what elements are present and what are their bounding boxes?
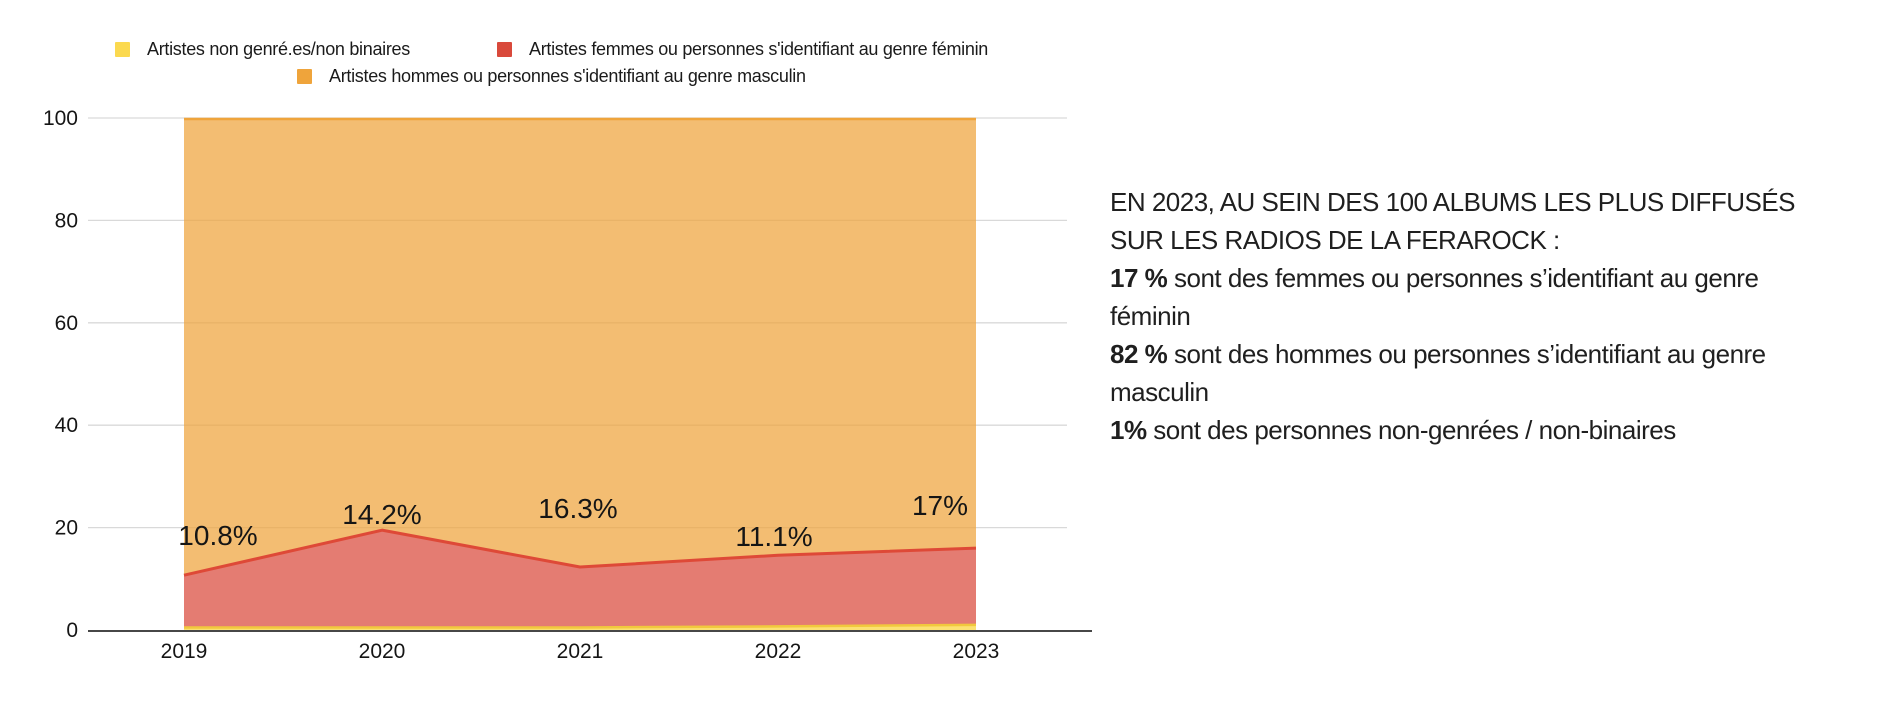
series-area-femmes	[184, 530, 976, 628]
annotation-line: masculin	[1110, 373, 1900, 411]
annotation-bold-value: 17 %	[1110, 263, 1168, 293]
y-axis-tick-label: 80	[55, 209, 78, 232]
annotation-panel: EN 2023, AU SEIN DES 100 ALBUMS LES PLUS…	[1110, 183, 1900, 449]
y-axis-tick-label: 60	[55, 312, 78, 335]
annotation-line: 1% sont des personnes non-genrées / non-…	[1110, 411, 1900, 449]
data-label: 10.8%	[178, 520, 257, 551]
annotation-text: sont des hommes ou personnes s’identifia…	[1167, 339, 1766, 369]
legend-label: Artistes non genré.es/non binaires	[147, 38, 410, 59]
data-label: 11.1%	[735, 521, 812, 552]
y-axis-tick-label: 40	[55, 414, 78, 437]
annotation-text: masculin	[1110, 377, 1209, 407]
annotation-line: EN 2023, AU SEIN DES 100 ALBUMS LES PLUS…	[1110, 183, 1900, 221]
x-axis-year-label: 2022	[755, 640, 802, 663]
x-axis-year-label: 2023	[953, 640, 1000, 663]
annotation-text: SUR LES RADIOS DE LA FERAROCK :	[1110, 225, 1560, 255]
data-label: 14.2%	[342, 499, 421, 530]
x-axis-year-label: 2019	[161, 640, 208, 663]
annotation-line: 17 % sont des femmes ou personnes s’iden…	[1110, 259, 1900, 297]
legend-item: Artistes non genré.es/non binaires	[115, 38, 410, 60]
series-outline-femmes	[183, 528, 977, 577]
legend-item: Artistes femmes ou personnes s'identifia…	[497, 38, 988, 60]
x-axis-year-label: 2020	[359, 640, 406, 663]
area-chart-svg: 0 20 40 60 80 100 2019 2020 2021 2022 2023 10.8% 14.…	[43, 107, 1092, 663]
legend-label: Artistes hommes ou personnes s'identifia…	[329, 65, 806, 86]
legend-label: Artistes femmes ou personnes s'identifia…	[529, 38, 988, 59]
annotation-text: sont des femmes ou personnes s’identifia…	[1167, 263, 1759, 293]
legend-swatch-icon	[497, 41, 512, 57]
y-axis-tick-label: 20	[55, 517, 78, 540]
annotation-line: 82 % sont des hommes ou personnes s’iden…	[1110, 335, 1900, 373]
series-area-hommes	[184, 118, 976, 576]
annotation-line: féminin	[1110, 297, 1900, 335]
annotation-text: féminin	[1110, 301, 1191, 331]
annotation-text: EN 2023, AU SEIN DES 100 ALBUMS LES PLUS…	[1110, 187, 1796, 217]
annotation-bold-value: 1%	[1110, 415, 1147, 445]
legend-item: Artistes hommes ou personnes s'identifia…	[297, 65, 806, 87]
data-label: 16.3%	[538, 493, 617, 524]
legend-swatch-icon	[115, 41, 130, 57]
data-label: 17%	[912, 490, 968, 521]
legend-swatch-icon	[297, 68, 312, 84]
annotation-line: SUR LES RADIOS DE LA FERAROCK :	[1110, 221, 1900, 259]
y-axis-tick-label: 100	[43, 107, 78, 130]
x-axis-year-label: 2021	[557, 640, 604, 663]
series-outline-non-binaires	[184, 623, 977, 629]
annotation-text: sont des personnes non-genrées / non-bin…	[1146, 415, 1676, 445]
y-axis-tick-label: 0	[66, 619, 78, 642]
annotation-bold-value: 82 %	[1110, 339, 1168, 369]
